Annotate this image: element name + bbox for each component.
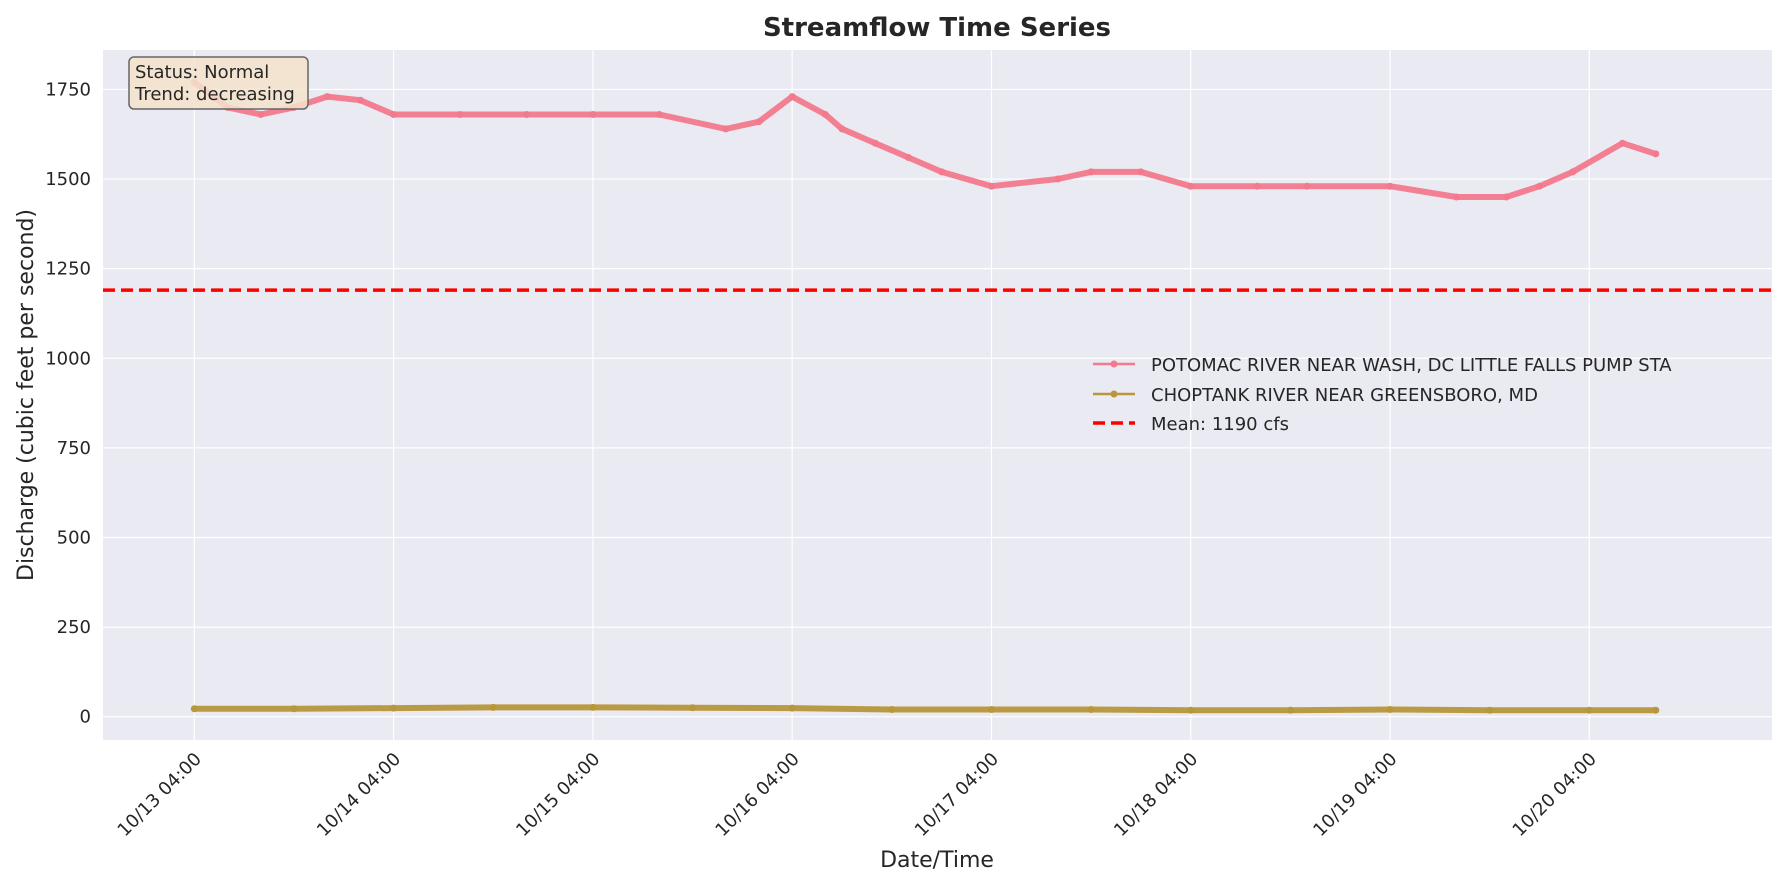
data-point: [390, 704, 398, 712]
data-point: [904, 154, 912, 161]
data-point: [755, 118, 763, 126]
data-point: [689, 704, 696, 712]
data-point: [323, 93, 331, 101]
data-point: [489, 703, 497, 711]
x-axis-label: Date/Time: [880, 848, 994, 873]
data-point: [1054, 175, 1062, 183]
data-point: [788, 704, 796, 712]
data-point: [1652, 706, 1660, 714]
data-point: [456, 111, 464, 118]
data-point: [1187, 706, 1195, 714]
data-point: [838, 125, 846, 133]
data-point: [1585, 706, 1593, 714]
data-point: [1536, 182, 1543, 190]
data-point: [788, 93, 796, 101]
plot-area: [103, 50, 1772, 740]
data-point: [589, 703, 597, 711]
y-tick-label: 1750: [45, 79, 91, 100]
data-point: [722, 125, 730, 133]
data-point: [1453, 193, 1460, 201]
data-point: [821, 111, 829, 118]
data-point: [1386, 706, 1394, 713]
data-point: [1187, 182, 1195, 190]
data-point: [257, 111, 265, 118]
data-point: [390, 111, 398, 118]
data-point: [356, 96, 364, 104]
data-point: [290, 705, 298, 713]
data-point: [938, 168, 946, 176]
y-tick-label: 250: [57, 617, 91, 638]
data-point: [589, 111, 597, 118]
y-tick-label: 1250: [45, 259, 91, 280]
status-box: [128, 56, 309, 110]
series-line: [194, 704, 1656, 714]
data-point: [1619, 139, 1626, 147]
y-axis-ticks: 0 250 500 750 1000 1250 1500 1750: [45, 79, 91, 727]
data-point: [1303, 182, 1311, 190]
y-tick-label: 750: [57, 438, 91, 459]
grid-lines: [103, 50, 1772, 740]
data-point: [655, 111, 663, 118]
data-point: [1253, 182, 1261, 190]
y-axis-label: Discharge (cubic feet per second): [14, 209, 39, 581]
status-text: Status: Normal: [135, 62, 269, 83]
data-point: [871, 139, 879, 147]
legend-marker-choptank: [1110, 390, 1118, 398]
legend-label-potomac: POTOMAC RIVER NEAR WASH, DC LITTLE FALLS…: [1151, 355, 1672, 376]
data-point: [523, 111, 530, 118]
data-point: [1502, 193, 1510, 201]
data-point: [1087, 706, 1095, 713]
y-tick-label: 500: [57, 527, 91, 548]
data-point: [190, 705, 198, 713]
legend-label-mean: Mean: 1190 cfs: [1151, 414, 1289, 435]
y-tick-label: 0: [80, 707, 91, 728]
chart-title: Streamflow Time Series: [763, 13, 1111, 43]
series-layer: [103, 78, 1772, 714]
y-tick-label: 1000: [45, 348, 91, 369]
data-point: [1137, 168, 1145, 176]
legend-label-choptank: CHOPTANK RIVER NEAR GREENSBORO, MD: [1151, 385, 1538, 406]
data-point: [988, 706, 995, 713]
data-point: [1652, 150, 1660, 158]
legend-marker-potomac: [1110, 360, 1118, 368]
data-point: [1286, 706, 1294, 714]
data-point: [1486, 706, 1494, 714]
trend-text: Trend: decreasing: [134, 84, 295, 105]
data-point: [1087, 168, 1095, 176]
status-annotation: Status: Normal Trend: decreasing: [128, 56, 309, 110]
data-point: [1386, 182, 1394, 190]
data-point: [1569, 168, 1577, 176]
y-tick-label: 1500: [45, 169, 91, 190]
series-1: [190, 703, 1660, 714]
legend: POTOMAC RIVER NEAR WASH, DC LITTLE FALLS…: [1093, 355, 1672, 435]
data-point: [888, 706, 896, 713]
data-point: [988, 182, 995, 190]
